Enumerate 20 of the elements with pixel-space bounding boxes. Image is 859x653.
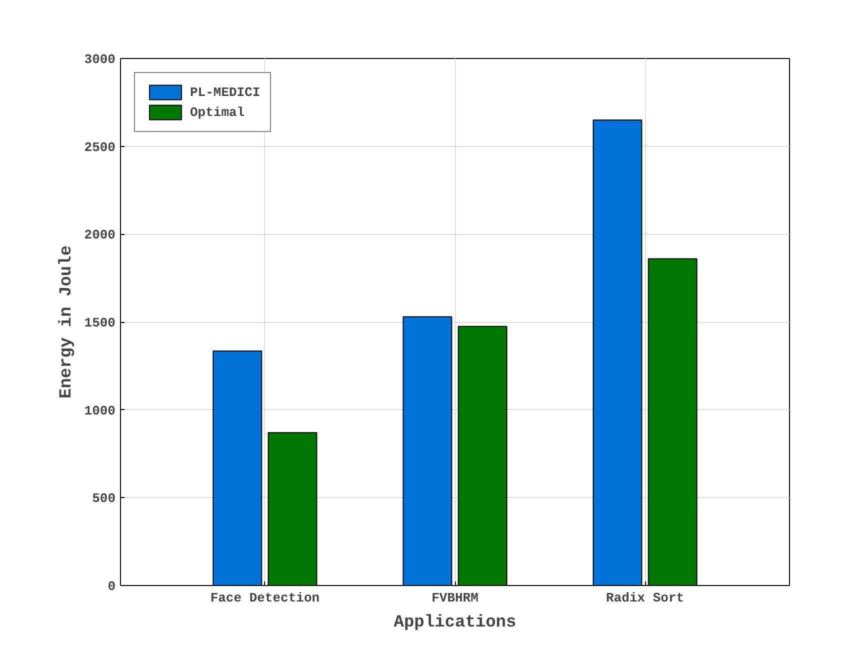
legend-label: PL-MEDICI (190, 84, 260, 100)
y-tick-label: 1500 (84, 316, 116, 330)
bar (268, 432, 318, 586)
legend-label: Optimal (190, 104, 245, 120)
x-tick-label: Radix Sort (606, 590, 684, 606)
x-axis-title: Applications (394, 614, 516, 632)
bar (402, 316, 452, 586)
y-tick-label: 0 (108, 579, 116, 594)
bar (592, 119, 642, 586)
y-tick-label: 1000 (84, 403, 116, 418)
y-tick-label: 2000 (84, 228, 116, 243)
y-axis-title: Energy in Joule (57, 245, 76, 399)
y-tick-label: 3000 (84, 52, 116, 67)
y-tick-label: 500 (92, 491, 116, 506)
bar (212, 350, 262, 586)
x-tick-label: Face Detection (210, 590, 320, 606)
y-tick-label: 2500 (84, 140, 116, 155)
bar (648, 258, 698, 586)
x-tick-label: FVBHRM (432, 590, 479, 606)
bar (458, 326, 508, 586)
